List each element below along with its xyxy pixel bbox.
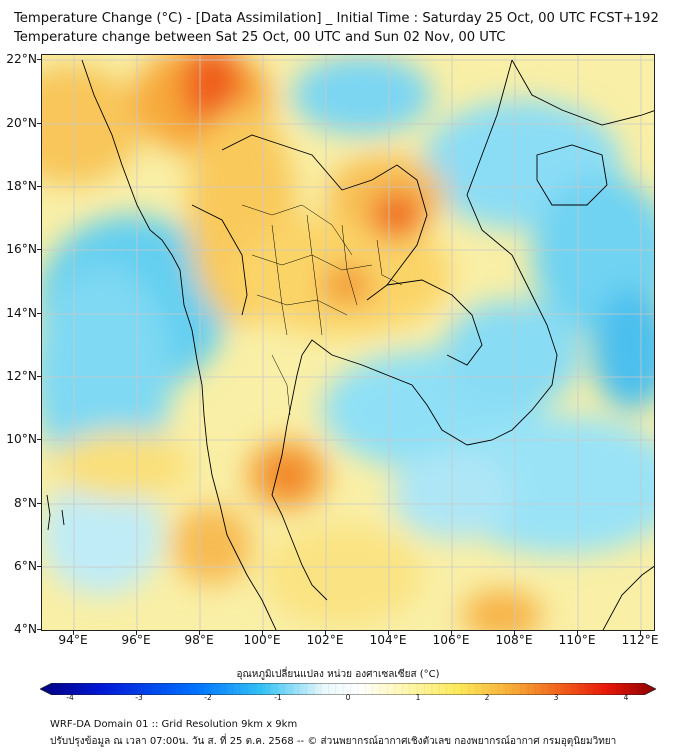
colorbar-tick: -3 — [135, 693, 143, 702]
lon-label-98e: 98°E — [184, 633, 214, 647]
lat-tick — [37, 629, 41, 630]
lat-tick — [37, 249, 41, 250]
lon-tick — [199, 631, 200, 635]
colorbar-tick: -2 — [204, 693, 212, 702]
lon-tick — [73, 631, 74, 635]
lon-tick — [640, 631, 641, 635]
temperature-field — [42, 55, 654, 630]
lon-label-102e: 102°E — [306, 633, 344, 647]
coastlines-and-borders — [46, 59, 654, 630]
lat-label-8n: 8°N — [14, 496, 37, 510]
lat-tick — [37, 59, 41, 60]
colorbar-tick: 2 — [484, 693, 490, 702]
lat-label-16n: 16°N — [6, 242, 37, 256]
lon-tick — [262, 631, 263, 635]
lat-label-20n: 20°N — [6, 116, 37, 130]
colorbar-tick: 4 — [623, 693, 629, 702]
lon-tick — [514, 631, 515, 635]
colorbar-tick: -4 — [66, 693, 74, 702]
lon-label-108e: 108°E — [495, 633, 533, 647]
lon-tick — [325, 631, 326, 635]
colorbar-tick: 3 — [553, 693, 559, 702]
lat-tick — [37, 503, 41, 504]
colorbar — [39, 680, 657, 699]
lon-label-94e: 94°E — [58, 633, 88, 647]
colorbar-tick: -1 — [274, 693, 282, 702]
lat-label-4n: 4°N — [14, 622, 37, 636]
map-subtitle: Temperature change between Sat 25 Oct, 0… — [14, 30, 506, 45]
lat-label-12n: 12°N — [6, 369, 37, 383]
lon-label-100e: 100°E — [243, 633, 281, 647]
lat-tick — [37, 123, 41, 124]
lon-label-110e: 110°E — [558, 633, 596, 647]
lon-label-104e: 104°E — [369, 633, 407, 647]
lon-label-96e: 96°E — [121, 633, 151, 647]
lat-tick — [37, 566, 41, 567]
colorbar-tick: 0 — [345, 693, 351, 702]
temperature-change-map — [41, 54, 655, 631]
lon-label-106e: 106°E — [432, 633, 470, 647]
lat-lon-gridlines — [42, 55, 654, 630]
lat-label-6n: 6°N — [14, 559, 37, 573]
map-title: Temperature Change (°C) - [Data Assimila… — [14, 11, 659, 26]
lon-tick — [136, 631, 137, 635]
lon-label-112e: 112°E — [621, 633, 659, 647]
lat-tick — [37, 313, 41, 314]
lat-label-10n: 10°N — [6, 432, 37, 446]
lat-label-22n: 22°N — [6, 52, 37, 66]
lat-tick — [37, 439, 41, 440]
colorbar-label: อุณหภูมิเปลี่ยนแปลง หน่วย องศาเซลเซียส (… — [236, 669, 440, 680]
lon-tick — [388, 631, 389, 635]
lat-tick — [37, 186, 41, 187]
lat-label-18n: 18°N — [6, 179, 37, 193]
lat-tick — [37, 376, 41, 377]
province-boundaries — [241, 204, 403, 416]
update-credit: ปรับปรุงข้อมูล ณ เวลา 07:00น. วัน ส. ที่… — [50, 736, 617, 747]
colorbar-tick: 1 — [415, 693, 421, 702]
lon-tick — [451, 631, 452, 635]
lon-tick — [577, 631, 578, 635]
model-info: WRF-DA Domain 01 :: Grid Resolution 9km … — [50, 719, 298, 730]
lat-label-14n: 14°N — [6, 306, 37, 320]
